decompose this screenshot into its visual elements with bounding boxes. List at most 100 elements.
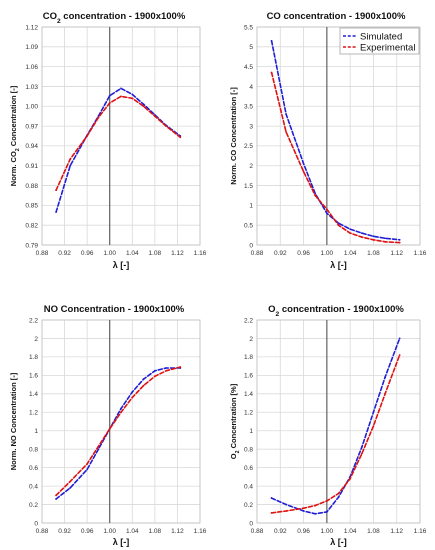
data-point-experimental [270,71,273,74]
data-point-experimental [131,396,134,399]
series-line-experimental [270,71,401,244]
data-point-simulated [398,337,401,340]
data-point-experimental [285,510,288,512]
x-tick-label: 1.12 [390,528,403,535]
x-tick-label: 1.04 [126,250,139,257]
x-tick-label: 0.96 [297,250,310,257]
data-point-simulated [86,468,89,471]
data-point-experimental [142,384,145,387]
y-tick-label: 4 [249,84,253,91]
y-tick-label: 0.91 [25,163,38,170]
y-tick-label: 0.85 [25,203,38,210]
data-point-experimental [97,445,100,448]
data-point-experimental [86,463,89,465]
data-point-simulated [372,235,375,238]
x-tick-label: 1.00 [321,250,334,257]
data-point-experimental [349,477,352,480]
chart-title: CO2 concentration - 1900x100% [43,11,186,25]
data-point-experimental [153,375,156,378]
data-point-simulated [142,378,145,380]
x-tick-label: 1.16 [414,250,427,257]
y-tick-label: 0.2 [244,502,253,509]
y-tick-label: 0 [249,242,253,249]
y-tick-label: 2 [34,336,38,343]
x-axis-label: λ [-] [330,260,347,270]
x-tick-label: 0.92 [274,528,287,535]
y-tick-label: 0.8 [29,446,38,453]
data-point-simulated [325,511,328,513]
data-point-simulated [97,115,100,118]
y-tick-label: 0.6 [29,465,38,472]
chart-panel-2: 0.88 0.92 0.96 1.00 1.04 1.08 1.12 1.16 0 0.5 1 1.5… [229,11,427,270]
data-point-experimental [179,136,182,139]
data-point-experimental [302,170,305,173]
chart-title: NO Concentration - 1900x100% [44,304,185,315]
x-axis-label: λ [-] [330,537,347,547]
y-tick-label: 1.4 [244,391,253,398]
data-point-experimental [97,116,100,119]
y-tick-label: 1.4 [29,391,38,398]
y-tick-label: 0.2 [29,502,38,509]
y-axis-label: Norm. NO Concentration [-] [9,372,18,470]
y-tick-label: 2.2 [29,317,38,324]
y-axis-label-part: Norm. CO Concentration [-] [229,87,238,185]
data-point-simulated [285,503,288,506]
series-line-experimental [55,366,182,497]
data-point-simulated [349,228,352,231]
data-point-experimental [372,425,375,428]
x-tick-label: 0.92 [274,250,287,257]
chart-panel-1: 0.88 0.92 0.96 1.00 1.04 1.08 1.12 1.16 0.79 0.82… [9,11,207,270]
y-tick-label: 1.09 [25,44,38,51]
y-tick-label: 0.82 [25,222,38,229]
y-tick-label: 1 [249,428,253,435]
chart-panel-3: 0.88 0.92 0.96 1.00 1.04 1.08 1.12 1.16 0 0.2 0.4 0… [9,304,207,547]
data-point-simulated [285,113,288,116]
y-tick-label: 0.79 [25,242,38,249]
data-point-experimental [108,102,111,104]
x-tick-label: 1.04 [126,528,139,535]
y-tick-label: 1 [249,203,253,210]
series-line-simulated [270,40,401,241]
data-point-experimental [285,131,288,133]
series-line-experimental [270,354,401,514]
legend-box [339,27,420,55]
data-point-experimental [360,236,363,238]
y-tick-label: 1.03 [25,84,38,91]
y-axis-label-part: 2 [235,450,241,453]
data-point-simulated [384,376,386,379]
data-point-experimental [179,366,182,368]
y-tick-label: 5 [249,44,253,51]
data-point-experimental [384,392,386,395]
plot-area [256,26,421,246]
data-point-simulated [270,497,273,499]
y-tick-label: 1.12 [25,24,38,31]
chart-title: CO concentration - 1900x100% [267,11,406,22]
chart-title-part: concentration - 1900x100% [61,11,186,22]
data-point-experimental [55,189,58,192]
data-point-simulated [120,407,122,410]
data-point-experimental [314,194,317,197]
data-point-experimental [360,452,363,455]
data-point-experimental [337,492,340,495]
plot-area [41,26,201,246]
y-tick-label: 0 [34,520,38,527]
y-tick-label: 1.6 [244,373,253,380]
data-point-experimental [270,511,273,514]
y-tick-label: 1.06 [25,64,38,71]
data-point-simulated [108,94,111,97]
data-point-simulated [384,237,386,240]
y-tick-label: 1.00 [25,104,38,111]
chart-title-part: concentration - 1900x100% [279,304,404,315]
y-axis-label-part: Norm. CO [9,151,18,186]
data-point-simulated [360,232,363,235]
x-tick-label: 1.04 [344,250,357,257]
y-axis-label: O2 Concentration [%] [229,383,241,459]
series-line-simulated [55,367,182,500]
series-line-experimental [55,95,182,191]
data-point-experimental [153,115,156,118]
y-tick-label: 1.2 [244,410,253,417]
x-tick-label: 1.08 [367,250,380,257]
data-point-simulated [360,446,363,449]
data-point-simulated [372,411,375,414]
